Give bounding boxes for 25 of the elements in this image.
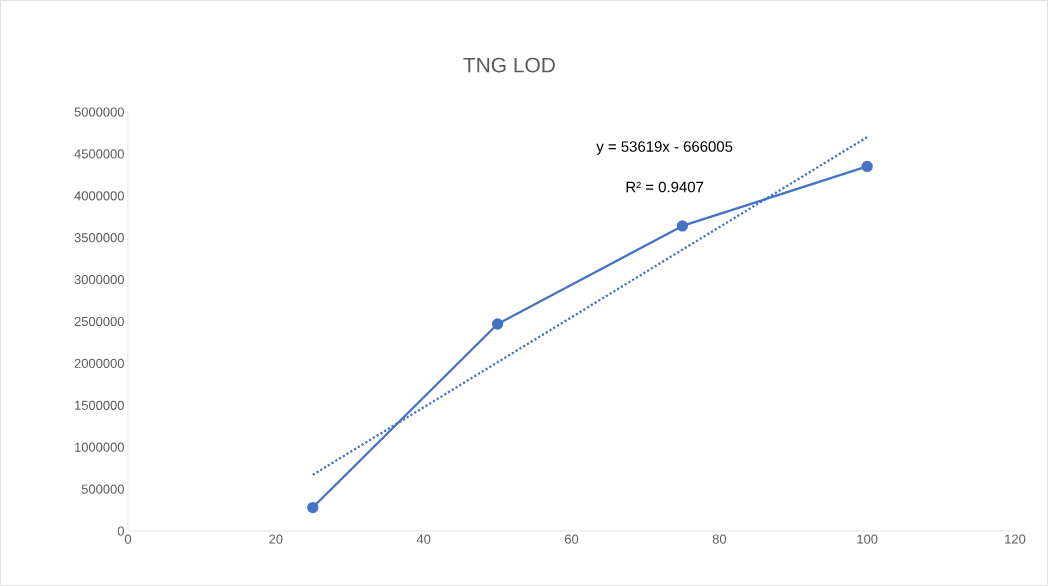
x-tick-label: 60 [564, 534, 579, 544]
x-tick-label: 120 [1005, 534, 1026, 544]
point [676, 220, 689, 232]
x-tick-label: 80 [712, 534, 727, 544]
y-tick-label: 4000000 [74, 191, 124, 201]
point [861, 160, 873, 173]
y-tick-label: 1000000 [75, 442, 124, 452]
x-tick-label: 0 [124, 534, 132, 544]
y-tick-label: 5000000 [74, 107, 124, 117]
y-tick-label: 500000 [81, 484, 124, 494]
annotation: R² = 0.9407 [626, 181, 704, 193]
y-tick-label: 1500000 [75, 400, 124, 410]
y-tick-label: 2000000 [74, 358, 124, 368]
x-tick-label: 100 [857, 534, 878, 544]
x-tick-label: 20 [269, 534, 283, 544]
y-tick-label: 3000000 [74, 275, 124, 285]
point [491, 318, 504, 330]
y-tick-label: 0 [117, 526, 124, 536]
x-tick-label: 40 [416, 534, 431, 544]
y-tick-label: 2500000 [74, 316, 124, 327]
point [307, 501, 319, 514]
y-tick-label: 4500000 [74, 149, 124, 159]
annotation: y = 53619x - 666005 [596, 141, 733, 155]
chart-title: TNG LOD [463, 57, 555, 73]
y-tick-label: 3500000 [74, 233, 124, 243]
